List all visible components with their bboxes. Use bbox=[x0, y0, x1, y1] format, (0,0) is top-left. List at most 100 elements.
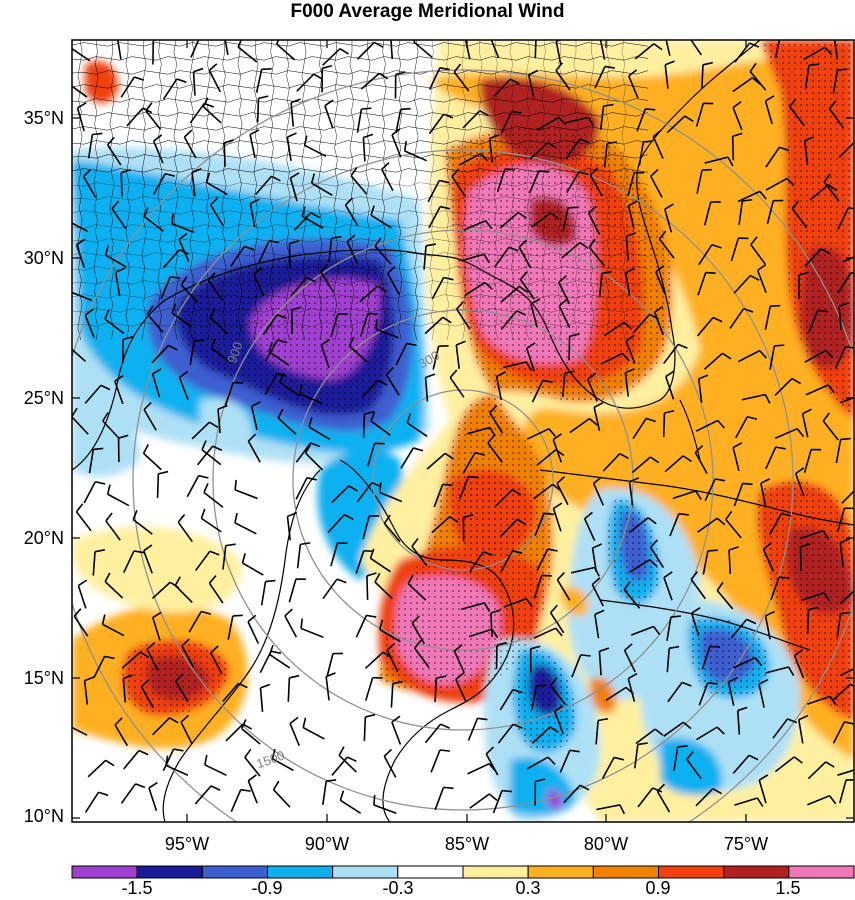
wind-barb bbox=[237, 46, 258, 63]
wind-barb-flag bbox=[303, 135, 308, 146]
wind-barb bbox=[379, 628, 401, 643]
wind-barb bbox=[201, 449, 222, 466]
wind-barb bbox=[698, 244, 713, 266]
county-line bbox=[72, 84, 649, 89]
wind-barb bbox=[764, 615, 771, 640]
wind-barb-flag bbox=[76, 238, 86, 246]
wind-barb bbox=[295, 477, 308, 500]
wind-barb-flag bbox=[439, 179, 450, 184]
wind-barb-flag bbox=[132, 509, 138, 520]
wind-barb bbox=[836, 613, 842, 638]
wind-barb-flag bbox=[746, 618, 757, 625]
wind-barb-flag bbox=[711, 243, 722, 249]
wind-barb bbox=[664, 64, 669, 89]
county-line bbox=[72, 210, 649, 215]
colorbar-swatch bbox=[723, 865, 790, 879]
wind-barb bbox=[84, 314, 95, 338]
wind-barb bbox=[361, 379, 379, 399]
wind-barb bbox=[839, 542, 844, 567]
wind-barb bbox=[260, 581, 267, 606]
wind-barb-flag bbox=[488, 793, 498, 801]
wind-barb bbox=[217, 409, 221, 434]
county-line bbox=[445, 40, 451, 341]
wind-barb bbox=[364, 677, 374, 701]
wind-barb-flag bbox=[177, 513, 186, 523]
wind-barb bbox=[407, 583, 427, 601]
wind-barb bbox=[595, 720, 599, 745]
wind-barb bbox=[594, 614, 600, 639]
wind-barb-flag bbox=[714, 478, 726, 482]
wind-barb-flag bbox=[681, 681, 692, 687]
wind-barb bbox=[526, 348, 535, 372]
wind-barb bbox=[552, 439, 563, 463]
wind-barb bbox=[121, 651, 141, 669]
wind-barb bbox=[143, 215, 164, 232]
wind-barb bbox=[178, 377, 189, 401]
wind-barb-flag bbox=[455, 672, 465, 681]
wind-barb-flag bbox=[770, 304, 781, 308]
wind-barb bbox=[533, 627, 557, 639]
wind-barb bbox=[822, 420, 839, 441]
wind-barb bbox=[603, 321, 625, 337]
wind-barb bbox=[623, 650, 636, 673]
wind-barb bbox=[602, 453, 621, 472]
stipple-region bbox=[607, 499, 660, 604]
wind-barb-flag bbox=[364, 410, 375, 415]
wind-barb bbox=[390, 40, 394, 60]
wind-barb bbox=[87, 759, 107, 778]
wind-barb bbox=[605, 686, 627, 702]
wind-barb bbox=[499, 211, 519, 229]
wind-barb-flag bbox=[535, 778, 546, 783]
wind-barb-flag bbox=[383, 514, 391, 524]
wind-barb bbox=[672, 490, 696, 500]
county-line bbox=[349, 40, 355, 341]
wind-barb bbox=[653, 312, 664, 336]
wind-barb-flag bbox=[589, 167, 599, 176]
wind-barb bbox=[455, 344, 460, 369]
wind-barb bbox=[209, 316, 229, 335]
wind-barb-flag bbox=[443, 276, 454, 281]
wind-barb-flag bbox=[702, 61, 713, 66]
county-line bbox=[77, 40, 83, 341]
wind-barb bbox=[107, 493, 130, 507]
wind-barb-flag bbox=[201, 440, 207, 451]
wind-barb-flag bbox=[483, 253, 490, 264]
wind-barb bbox=[272, 789, 291, 808]
wind-barb-flag bbox=[650, 456, 660, 464]
wind-barb bbox=[456, 308, 471, 330]
wind-barb bbox=[559, 749, 571, 773]
wind-barb bbox=[730, 618, 748, 639]
wind-barb-flag bbox=[66, 211, 68, 221]
wind-barb-flag bbox=[684, 115, 694, 123]
wind-barb bbox=[494, 246, 510, 268]
county-line bbox=[72, 238, 649, 243]
wind-barb bbox=[803, 449, 812, 473]
wind-barb-flag bbox=[338, 746, 345, 756]
wind-barb bbox=[140, 686, 154, 709]
wind-barb bbox=[494, 489, 513, 508]
wind-barb bbox=[207, 279, 223, 301]
wind-barb-flag bbox=[838, 302, 849, 308]
county-line bbox=[72, 182, 649, 187]
wind-barb-flag bbox=[374, 237, 382, 247]
wind-barb bbox=[526, 428, 550, 440]
county-line bbox=[285, 40, 291, 341]
wind-barb bbox=[370, 557, 391, 573]
wind-barb-flag bbox=[202, 97, 209, 108]
wind-barb bbox=[591, 547, 598, 572]
wind-barb-flag bbox=[204, 754, 208, 765]
wind-barb-flag bbox=[174, 576, 181, 586]
wind-barb-flag bbox=[449, 369, 458, 379]
wind-barb-flag bbox=[208, 575, 217, 584]
wind-barb-flag bbox=[331, 235, 342, 240]
county-line bbox=[72, 42, 649, 47]
wind-barb bbox=[774, 756, 795, 773]
wind-barb bbox=[331, 485, 350, 504]
wind-barb-flag bbox=[453, 63, 462, 73]
wind-barb-flag bbox=[378, 482, 382, 493]
wind-barb bbox=[411, 545, 428, 566]
wind-barb bbox=[492, 790, 503, 814]
wind-barb-flag bbox=[594, 609, 605, 616]
wind-barb-flag bbox=[525, 598, 533, 608]
